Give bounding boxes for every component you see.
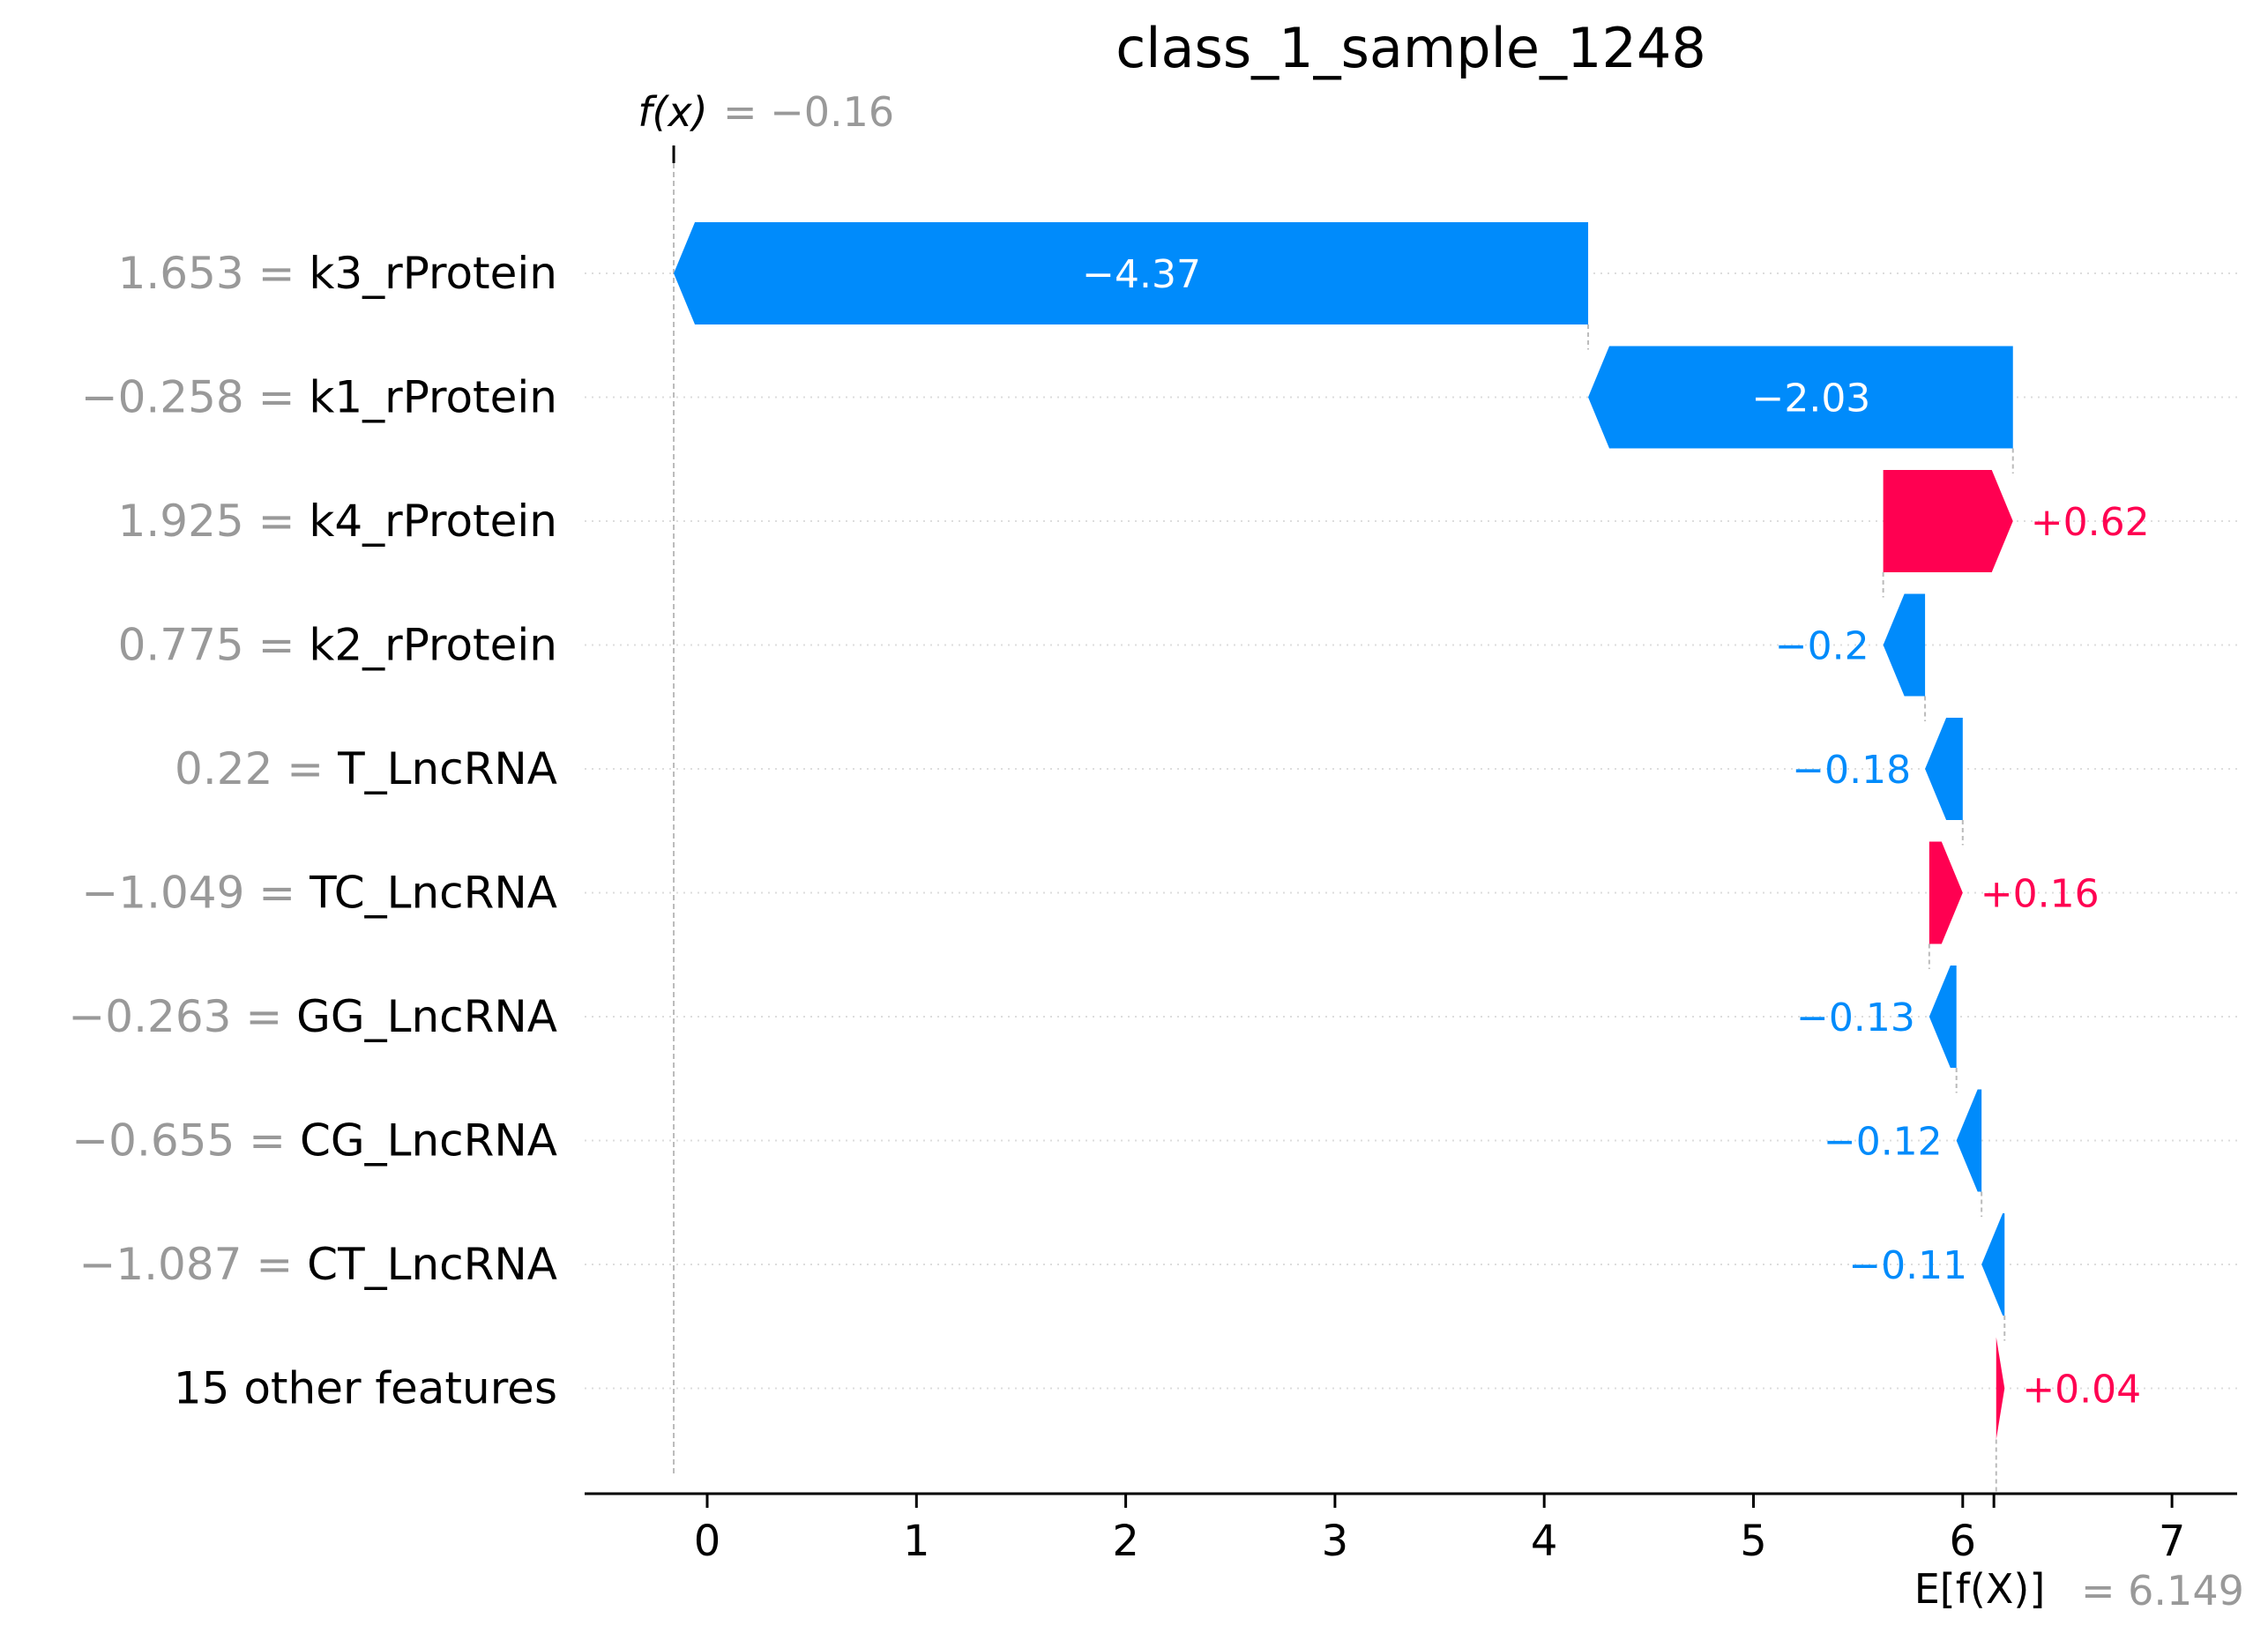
feature-value: 1.925 = <box>118 496 310 547</box>
chart-title: class_1_sample_1248 <box>1115 16 1706 80</box>
shap-value-label: +0.16 <box>1981 872 2100 917</box>
feature-value: −0.258 = <box>81 372 310 423</box>
waterfall-bar-tc_lncrna <box>1929 841 1963 944</box>
feature-value: 0.775 = <box>118 620 310 671</box>
feature-label: 1.653 = k3_rProtein <box>118 248 557 299</box>
x-tick-label: 2 <box>1112 1517 1139 1566</box>
shap-value-label: −4.37 <box>1082 252 1201 297</box>
row-labels-layer: 1.653 = k3_rProtein −0.258 = k1_rProtein 1… <box>68 248 557 1414</box>
waterfall-bar-k1_rprotein <box>1588 346 2013 449</box>
shap-value-label: +0.04 <box>2022 1368 2141 1413</box>
waterfall-bar-t_lncrna <box>1925 718 1963 820</box>
fx-label: f(x) <box>638 88 707 136</box>
feature-label: −0.258 = k1_rProtein <box>81 372 557 423</box>
waterfall-bar-k3_rprotein <box>674 222 1589 324</box>
x-tick-label: 4 <box>1531 1517 1558 1566</box>
fx-value: = −0.16 <box>723 88 894 136</box>
feature-name: k1_rProtein <box>309 372 557 423</box>
base-value-annotation: E[f(X)] = 6.149 <box>1914 1565 2244 1614</box>
shap-value-label: −0.12 <box>1824 1120 1943 1165</box>
feature-value: −1.049 = <box>81 868 310 919</box>
feature-name: k2_rProtein <box>309 620 557 671</box>
feature-value: −0.263 = <box>68 991 296 1042</box>
shap-value-label: +0.62 <box>2031 500 2150 545</box>
waterfall-bar-gg_lncrna <box>1929 966 1957 1068</box>
feature-label: −1.087 = CT_LncRNA <box>78 1239 557 1290</box>
feature-value: −0.655 = <box>71 1115 300 1167</box>
feature-value: 1.653 = <box>118 248 310 299</box>
fx-annotation: f(x) = −0.16 <box>638 88 894 136</box>
grid-layer <box>585 272 2237 1390</box>
feature-name: T_LncRNA <box>337 743 557 794</box>
feature-label: 0.22 = T_LncRNA <box>175 743 557 794</box>
shap-value-label: −2.03 <box>1751 377 1870 421</box>
feature-name: k4_rProtein <box>309 496 557 547</box>
feature-label: −1.049 = TC_LncRNA <box>81 868 557 919</box>
shap-value-label: −0.11 <box>1848 1243 1967 1288</box>
base-value: = 6.149 <box>2081 1567 2244 1614</box>
feature-name: GG_LncRNA <box>296 991 557 1042</box>
feature-label: 0.775 = k2_rProtein <box>118 620 557 671</box>
waterfall-bar-k2_rprotein <box>1883 593 1926 697</box>
waterfall-bar-cg_lncrna <box>1956 1089 1982 1192</box>
x-tick-label: 0 <box>694 1517 721 1566</box>
feature-label: −0.655 = CG_LncRNA <box>71 1115 557 1167</box>
waterfall-bar-ct_lncrna <box>1981 1213 2005 1316</box>
feature-label: −0.263 = GG_LncRNA <box>68 991 557 1042</box>
feature-name: CT_LncRNA <box>307 1239 557 1290</box>
x-tick-label: 3 <box>1322 1517 1349 1566</box>
feature-value: −1.087 = <box>78 1239 307 1290</box>
x-tick-label: 7 <box>2159 1517 2186 1566</box>
guide-lines-layer <box>672 145 2014 1494</box>
bars-layer: −4.37 −2.03 +0.62 −0.2 −0.18 +0.16 −0.13 −0.12 −… <box>674 222 2150 1440</box>
shap-value-label: −0.2 <box>1775 624 1869 669</box>
base-label: E[f(X)] <box>1914 1565 2046 1613</box>
x-tick-label: 1 <box>903 1517 930 1566</box>
shap-value-label: −0.18 <box>1792 748 1911 793</box>
x-tick-label: 6 <box>1950 1517 1977 1566</box>
feature-name: k3_rProtein <box>309 248 557 299</box>
x-axis: 0 1 2 3 4 5 6 7 <box>585 1492 2237 1566</box>
feature-name: CG_LncRNA <box>300 1115 557 1167</box>
waterfall-bar-k4_rprotein <box>1883 470 2013 572</box>
feature-name: 15 other features <box>174 1363 557 1414</box>
waterfall-bar-15-other-features <box>1996 1337 2005 1440</box>
feature-name: TC_LncRNA <box>309 868 557 919</box>
shap-value-label: −0.13 <box>1796 995 1915 1040</box>
feature-label: 15 other features <box>174 1363 557 1414</box>
x-tick-label: 5 <box>1740 1517 1767 1566</box>
feature-label: 1.925 = k4_rProtein <box>118 496 557 547</box>
feature-value: 0.22 = <box>175 743 338 794</box>
